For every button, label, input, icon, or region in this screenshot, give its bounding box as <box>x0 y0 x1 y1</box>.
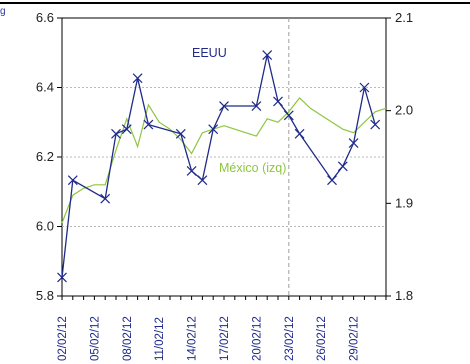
left-tick-label: 6.6 <box>36 10 54 25</box>
eeuu-point <box>100 193 111 204</box>
x-tick-label: 29/02/12 <box>349 316 361 361</box>
eeuu-series-label: EEUU <box>192 46 227 60</box>
eeuu-point <box>208 124 219 135</box>
eeuu-point <box>57 272 67 283</box>
eeuu-point <box>197 175 208 186</box>
x-tick-label: 23/02/12 <box>284 316 296 361</box>
x-tick-label: 20/02/12 <box>251 316 263 361</box>
series-labels: EEUU México (izq) <box>192 46 286 175</box>
x-tick-label: 02/02/12 <box>57 316 69 361</box>
eeuu-point <box>262 50 273 60</box>
left-tick-label: 6.0 <box>36 219 54 234</box>
eeuu-point <box>111 128 121 139</box>
eeuu-point <box>370 119 381 130</box>
series-eeuu <box>57 50 381 283</box>
eeuu-point <box>273 96 283 107</box>
eeuu-point <box>283 110 294 121</box>
eeuu-point <box>348 138 359 149</box>
right-tick-label: 1.9 <box>395 195 413 210</box>
eeuu-point <box>219 101 229 111</box>
eeuu-point <box>327 175 337 186</box>
right-tick-label: 1.8 <box>395 288 413 303</box>
eeuu-point <box>175 128 186 139</box>
left-tick-label: 6.2 <box>36 149 54 164</box>
eeuu-point <box>67 175 78 186</box>
gridlines <box>62 18 386 296</box>
eeuu-point <box>359 82 370 93</box>
x-tick-label: 26/02/12 <box>316 316 328 361</box>
mexico-series-label: México (izq) <box>219 161 286 175</box>
eeuu-point <box>251 101 262 111</box>
axes: 5.8 6.0 6.2 6.4 6.6 1.8 1.9 2.0 2.1 02/02/12 05/02… <box>36 10 413 361</box>
x-tick-label: 08/02/12 <box>122 316 134 361</box>
right-tick-label: 2.1 <box>395 10 413 25</box>
eeuu-point <box>186 165 197 176</box>
x-tick-label: 05/02/12 <box>89 316 101 361</box>
right-tick-label: 2.0 <box>395 103 413 118</box>
header-fragment-text: g <box>0 6 6 17</box>
x-tick-label: 14/02/12 <box>187 316 199 361</box>
x-tick-label: 11/02/12 <box>154 317 166 361</box>
header-fragment: g <box>0 2 470 17</box>
eeuu-point <box>121 124 132 135</box>
left-tick-label: 6.4 <box>36 80 54 95</box>
eeuu-point <box>337 161 348 172</box>
eeuu-point <box>294 128 305 139</box>
x-tick-label: 17/02/12 <box>219 316 231 361</box>
left-tick-label: 5.8 <box>36 288 54 303</box>
series-mexico <box>61 97 387 224</box>
mexico-line <box>61 97 387 224</box>
eeuu-point <box>132 73 143 84</box>
eeuu-point <box>143 119 154 130</box>
eeuu-line <box>61 54 376 278</box>
